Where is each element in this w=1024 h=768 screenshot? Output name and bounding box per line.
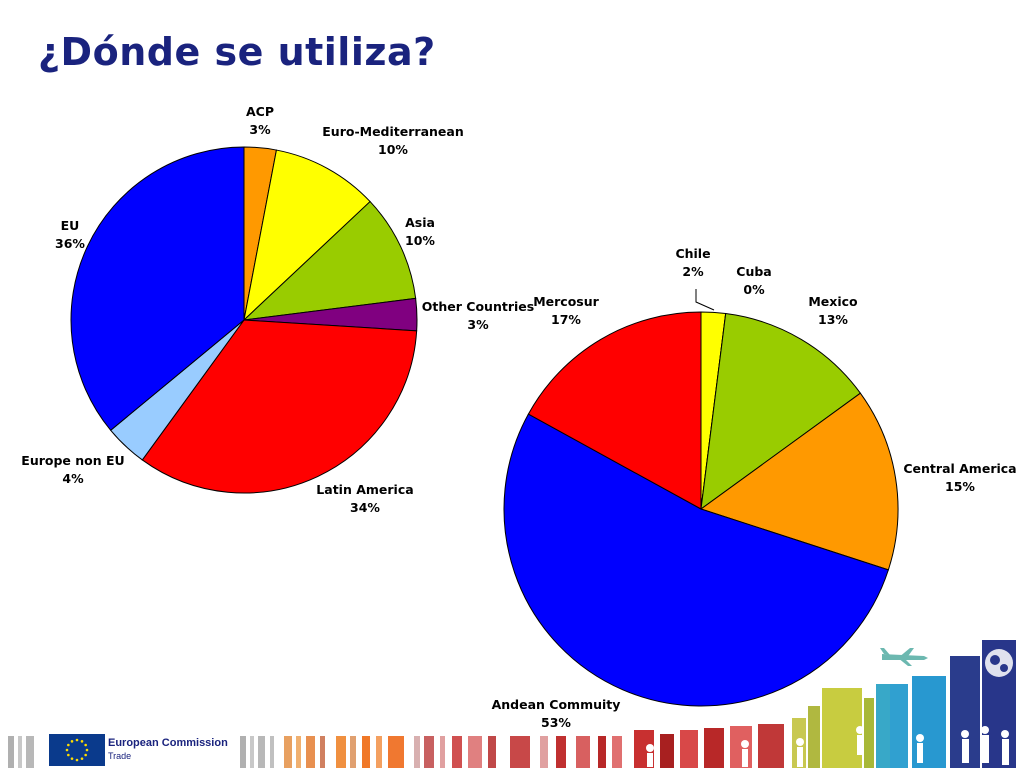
slice-pct-central-america: 15% xyxy=(945,479,975,494)
slice-label-cuba: Cuba xyxy=(736,264,771,279)
pie-charts: ACP 3% Euro-Mediterranean 10% Asia 10% Other C… xyxy=(21,104,1017,730)
slice-pct-mercosur: 17% xyxy=(551,312,581,327)
footer-decoration xyxy=(0,630,1024,768)
slice-pct-latin-america: 34% xyxy=(350,500,380,515)
eu-star-icon xyxy=(65,748,69,752)
slice-label-mexico: Mexico xyxy=(808,294,858,309)
slice-pct-mexico: 13% xyxy=(818,312,848,327)
branding-name: European Commission xyxy=(108,737,228,749)
branding-unit: Trade xyxy=(108,751,132,761)
pie-chart-latin-america: Chile 2% Cuba 0% Mexico 13% Central America 15%… xyxy=(492,246,1017,730)
slice-label-mercosur: Mercosur xyxy=(533,294,599,309)
slice-label-other-countries: Other Countries xyxy=(422,299,534,314)
slice-pct-asia: 10% xyxy=(405,233,435,248)
slice-label-central-america: Central America xyxy=(903,461,1016,476)
slice-label-acp: ACP xyxy=(246,104,274,119)
slice-pct-other-countries: 3% xyxy=(467,317,489,332)
slice-label-asia: Asia xyxy=(405,215,435,230)
pie-slice-mercosur xyxy=(527,311,702,510)
slice-pct-europe-non-eu: 4% xyxy=(62,471,84,486)
footer-graphic xyxy=(8,640,1016,768)
page-title: ¿Dónde se utiliza? xyxy=(38,30,436,74)
slice-label-chile: Chile xyxy=(675,246,710,261)
pie-slice-latin-america xyxy=(141,319,418,494)
slice-pct-cuba: 0% xyxy=(743,282,765,297)
eu-star-icon xyxy=(84,743,87,747)
slice-pct-chile: 2% xyxy=(682,264,704,279)
slice-pct-andean-commuity: 53% xyxy=(541,715,571,730)
eu-flag-logo xyxy=(49,734,105,766)
slice-label-andean-commuity: Andean Commuity xyxy=(492,697,621,712)
slice-pct-acp: 3% xyxy=(249,122,271,137)
pie-slice-euro-mediterranean xyxy=(243,149,371,322)
eu-star-icon xyxy=(80,740,84,743)
people-silhouettes-icon xyxy=(646,726,1009,767)
airplane-icon xyxy=(880,648,928,666)
eu-star-icon xyxy=(85,748,89,752)
slice-label-eu: EU xyxy=(61,218,80,233)
eu-star-icon xyxy=(75,738,79,742)
eu-star-icon xyxy=(70,740,74,743)
slice-pct-euro-mediterranean: 10% xyxy=(378,142,408,157)
slice-label-latin-america: Latin America xyxy=(316,482,413,497)
pie-slice-asia xyxy=(242,200,417,321)
pie-slice-central-america xyxy=(699,392,899,571)
eu-star-icon xyxy=(84,753,87,757)
slice-label-europe-non-eu: Europe non EU xyxy=(21,453,124,468)
pie-slice-andean-commuity xyxy=(503,413,889,707)
eu-star-icon xyxy=(70,757,74,760)
slice-label-euro-mediterranean: Euro-Mediterranean xyxy=(322,124,463,139)
leader-line-cuba xyxy=(695,289,715,311)
pie-slice-eu xyxy=(70,146,245,431)
eu-star-icon xyxy=(67,753,70,757)
eu-star-icon xyxy=(67,743,70,747)
pie-slice-mexico xyxy=(700,312,862,511)
pie-chart-regions: ACP 3% Euro-Mediterranean 10% Asia 10% Other C… xyxy=(21,104,534,515)
eu-star-icon xyxy=(80,757,84,760)
eu-star-icon xyxy=(75,758,79,762)
slice-pct-eu: 36% xyxy=(55,236,85,251)
